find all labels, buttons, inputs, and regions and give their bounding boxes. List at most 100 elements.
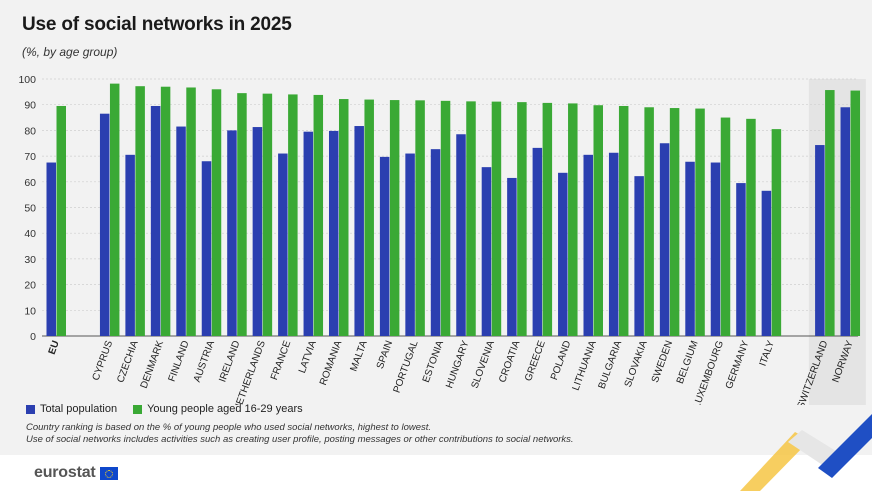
bar-young	[517, 102, 527, 336]
x-tick-label: GREECE	[523, 339, 548, 383]
chart-title: Use of social networks in 2025	[22, 14, 292, 35]
decorative-ribbon-icon	[740, 414, 872, 491]
y-tick-label: 100	[18, 74, 36, 86]
bar-total	[456, 134, 466, 336]
y-tick-label: 0	[30, 331, 36, 343]
x-tick-label: SWEDEN	[650, 339, 675, 384]
legend-item-young: Young people aged 16-29 years	[133, 403, 303, 415]
bar-young	[186, 87, 196, 336]
x-tick-label: FRANCE	[269, 339, 294, 382]
y-tick-label: 20	[24, 280, 36, 292]
footnotes: Country ranking is based on the % of you…	[26, 422, 574, 446]
bar-young	[825, 90, 835, 337]
bar-young	[415, 100, 425, 337]
y-tick-label: 50	[24, 203, 36, 215]
eurostat-logo: eurostat	[34, 464, 118, 482]
x-tick-label: ROMANIA	[318, 339, 344, 387]
x-tick-label: EU	[47, 339, 62, 356]
bar-total	[278, 153, 288, 336]
bar-young	[720, 117, 731, 336]
bar-total	[379, 156, 390, 336]
x-tick-label: DENMARK	[139, 339, 167, 390]
logo-text: eurostat	[34, 464, 96, 481]
chart-subtitle: (%, by age group)	[22, 45, 118, 59]
footnote-definition: Use of social networks includes activiti…	[26, 434, 574, 445]
x-tick-label: CROATIA	[497, 339, 522, 384]
x-tick-label: PORTUGAL	[392, 339, 421, 395]
bar-total	[634, 176, 644, 336]
bar-total	[736, 183, 746, 336]
bar-total	[176, 126, 186, 336]
bar-total	[481, 167, 492, 336]
bar-total	[227, 130, 237, 336]
bar-total	[710, 162, 721, 336]
x-tick-label: SLOVENIA	[470, 339, 498, 390]
bar-total	[125, 154, 135, 336]
x-tick-label: HUNGARY	[444, 339, 471, 390]
bar-young	[364, 99, 374, 336]
y-tick-label: 30	[24, 254, 36, 266]
bar-young	[389, 100, 400, 336]
legend: Total population Young people aged 16-29…	[26, 403, 303, 415]
bar-total	[761, 190, 772, 336]
bar-young	[440, 100, 451, 336]
bar-young	[593, 105, 603, 337]
eu-flag-icon	[99, 466, 118, 480]
bar-total	[815, 145, 825, 336]
bar-chart: 0 10 20 30 40 50 60 70 80 90 100 EU CYPRUS CZECHIADEN…	[18, 74, 866, 405]
y-tick-label: 40	[24, 228, 36, 240]
bar-young	[109, 83, 120, 336]
bar-total	[558, 172, 568, 336]
y-tick-label: 10	[24, 305, 36, 317]
bar-total	[659, 143, 670, 336]
bar-young	[338, 99, 349, 337]
x-tick-label: LATVIA	[297, 339, 319, 375]
bar-total	[608, 152, 619, 336]
y-tick-label: 70	[24, 151, 36, 163]
x-tick-label: GERMANY	[724, 339, 752, 391]
bar-total	[201, 161, 212, 336]
y-tick-label: 60	[24, 177, 36, 189]
bar-young	[644, 107, 654, 337]
bar-young	[135, 86, 145, 336]
bar-young	[288, 94, 298, 336]
bar-young	[211, 89, 222, 336]
bar-young	[746, 118, 756, 337]
bar-total	[46, 162, 56, 336]
x-tick-label: BULGARIA	[597, 339, 625, 391]
footnote-ranking: Country ranking is based on the % of you…	[26, 422, 432, 433]
legend-swatch-young	[133, 404, 143, 414]
bar-total	[840, 107, 851, 337]
x-tick-label: CZECHIA	[115, 339, 140, 384]
bar-total	[507, 177, 517, 336]
bar-total	[328, 130, 339, 336]
bar-total	[430, 149, 441, 336]
x-tick-label: SLOVAKIA	[623, 339, 650, 389]
bar-young	[466, 101, 476, 336]
legend-label-total: Total population	[40, 403, 118, 415]
bar-young	[313, 94, 324, 337]
bar-young	[568, 103, 578, 336]
x-tick-label: POLAND	[549, 339, 573, 381]
bar-total	[99, 113, 110, 336]
bar-young	[669, 108, 680, 336]
legend-label-young: Young people aged 16-29 years	[147, 403, 303, 415]
bar-total	[150, 105, 161, 336]
bar-total	[583, 154, 593, 336]
legend-item-total: Total population	[26, 403, 117, 415]
bar-young	[262, 93, 273, 336]
x-tick-label: ESTONIA	[421, 339, 446, 384]
bar-young	[56, 105, 66, 336]
x-tick-label: AUSTRIA	[192, 339, 217, 384]
x-tick-label: BELGIUM	[675, 339, 701, 385]
bar-young	[237, 93, 247, 336]
bar-young	[618, 105, 629, 336]
x-tick-label: FINLAND	[167, 339, 192, 383]
x-tick-label: SPAIN	[375, 339, 395, 370]
bar-total	[532, 147, 543, 336]
bar-total	[354, 126, 364, 336]
bar-total	[685, 161, 695, 336]
bar-total	[303, 131, 314, 336]
bar-total	[252, 127, 263, 337]
x-tick-label: ITALY	[758, 339, 777, 368]
